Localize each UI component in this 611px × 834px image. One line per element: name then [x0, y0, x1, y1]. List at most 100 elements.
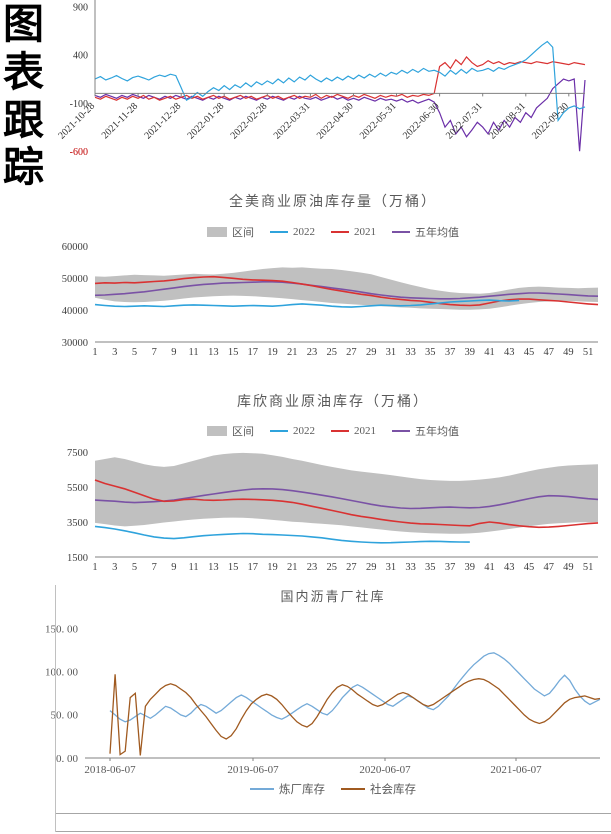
- svg-text:31: 31: [386, 347, 397, 358]
- asphalt-inventory-title: 国内沥青厂社库: [280, 589, 386, 604]
- svg-text:29: 29: [366, 347, 377, 358]
- us-inventory-title: 全美商业原油库存量（万桶）: [229, 195, 437, 210]
- svg-text:2022-04-30: 2022-04-30: [315, 101, 356, 142]
- svg-text:35: 35: [425, 562, 436, 573]
- line-swatch-2022: [270, 231, 288, 233]
- svg-text:47: 47: [543, 562, 554, 573]
- svg-text:5500: 5500: [67, 483, 88, 494]
- legend-item-2021: 2021: [331, 226, 376, 238]
- svg-text:29: 29: [366, 562, 377, 573]
- svg-text:2022-06-30: 2022-06-30: [401, 101, 442, 142]
- asphalt-legend: 炼厂库存 社会库存: [55, 781, 611, 797]
- svg-text:27: 27: [346, 347, 357, 358]
- svg-text:1: 1: [92, 347, 97, 358]
- svg-text:33: 33: [405, 562, 416, 573]
- svg-text:150. 00: 150. 00: [45, 623, 79, 635]
- left-border-line: [55, 585, 56, 832]
- svg-text:13: 13: [208, 562, 219, 573]
- svg-text:43: 43: [504, 562, 515, 573]
- legend-item-range: 区间: [207, 224, 254, 240]
- svg-text:41: 41: [484, 562, 495, 573]
- legend-label-2021: 2021: [354, 425, 376, 437]
- range-band-swatch: [207, 227, 227, 237]
- svg-text:37: 37: [445, 347, 456, 358]
- svg-text:23: 23: [307, 347, 318, 358]
- svg-text:33: 33: [405, 347, 416, 358]
- svg-text:47: 47: [543, 347, 554, 358]
- line-swatch-refinery: [250, 788, 274, 790]
- svg-text:45: 45: [524, 562, 535, 573]
- svg-text:2021-06-07: 2021-06-07: [490, 764, 542, 776]
- line-swatch-2021: [331, 430, 349, 432]
- line-swatch-2021: [331, 231, 349, 233]
- asphalt-inventory-chart: 150. 00 100. 00 50. 00 0. 00 2018-06-07 2019-…: [45, 623, 601, 776]
- svg-text:2018-06-07: 2018-06-07: [84, 764, 136, 776]
- svg-text:900: 900: [73, 3, 88, 14]
- range-band-swatch: [207, 426, 227, 436]
- svg-text:-600: -600: [70, 147, 88, 158]
- svg-text:2022-01-28: 2022-01-28: [186, 101, 227, 142]
- legend-item-avg: 五年均值: [392, 224, 459, 240]
- legend-label-range: 区间: [232, 426, 254, 438]
- svg-text:41: 41: [484, 347, 495, 358]
- svg-text:3: 3: [112, 562, 117, 573]
- legend-item-refinery: 炼厂库存: [250, 781, 325, 797]
- svg-text:25: 25: [326, 562, 337, 573]
- section-title-char: 表: [3, 48, 44, 95]
- svg-text:19: 19: [267, 347, 278, 358]
- svg-text:50000: 50000: [62, 274, 88, 285]
- svg-text:49: 49: [563, 347, 574, 358]
- section-title-char: 图: [3, 1, 44, 47]
- svg-text:17: 17: [248, 347, 259, 358]
- svg-text:11: 11: [189, 347, 199, 358]
- legend-label-refinery: 炼厂库存: [279, 784, 325, 796]
- legend-item-2022: 2022: [270, 425, 315, 437]
- legend-item-avg: 五年均值: [392, 423, 459, 439]
- legend-label-avg: 五年均值: [415, 227, 459, 239]
- svg-text:40000: 40000: [62, 306, 88, 317]
- cushing-inventory-title: 库欣商业原油库存（万桶）: [237, 395, 429, 410]
- svg-text:11: 11: [189, 562, 199, 573]
- svg-text:23: 23: [307, 562, 318, 573]
- svg-text:-100: -100: [70, 99, 88, 110]
- svg-text:27: 27: [346, 562, 357, 573]
- legend-item-social: 社会库存: [341, 781, 416, 797]
- svg-text:5: 5: [132, 562, 137, 573]
- svg-text:400: 400: [73, 51, 88, 62]
- svg-text:100. 00: 100. 00: [45, 667, 79, 679]
- line-swatch-avg: [392, 231, 410, 233]
- svg-text:43: 43: [504, 347, 515, 358]
- cushing-inventory-legend: 区间 2022 2021 五年均值: [55, 423, 611, 439]
- line-swatch-social: [341, 788, 365, 790]
- svg-text:25: 25: [326, 347, 337, 358]
- line-swatch-avg: [392, 430, 410, 432]
- legend-item-2021: 2021: [331, 425, 376, 437]
- svg-text:21: 21: [287, 562, 298, 573]
- line-swatch-2022: [270, 430, 288, 432]
- legend-label-social: 社会库存: [370, 784, 416, 796]
- svg-text:2022-03-31: 2022-03-31: [272, 101, 313, 142]
- svg-text:1500: 1500: [67, 553, 88, 564]
- section-title-char: 跟: [3, 96, 44, 143]
- svg-text:13: 13: [208, 347, 219, 358]
- svg-text:15: 15: [228, 562, 239, 573]
- svg-text:9: 9: [171, 562, 176, 573]
- svg-text:2022-02-28: 2022-02-28: [229, 101, 270, 142]
- page-bottom-line: [55, 831, 611, 832]
- svg-text:45: 45: [524, 347, 535, 358]
- svg-text:37: 37: [445, 562, 456, 573]
- svg-text:19: 19: [267, 562, 278, 573]
- svg-text:50. 00: 50. 00: [51, 710, 79, 722]
- svg-text:9: 9: [171, 347, 176, 358]
- svg-text:5: 5: [132, 347, 137, 358]
- svg-text:2022-08-31: 2022-08-31: [487, 101, 528, 142]
- legend-label-avg: 五年均值: [415, 426, 459, 438]
- svg-text:0. 00: 0. 00: [56, 753, 79, 765]
- section-title-vertical: 图 表 跟 踪: [3, 1, 44, 189]
- svg-text:51: 51: [583, 347, 594, 358]
- legend-label-2022: 2022: [293, 425, 315, 437]
